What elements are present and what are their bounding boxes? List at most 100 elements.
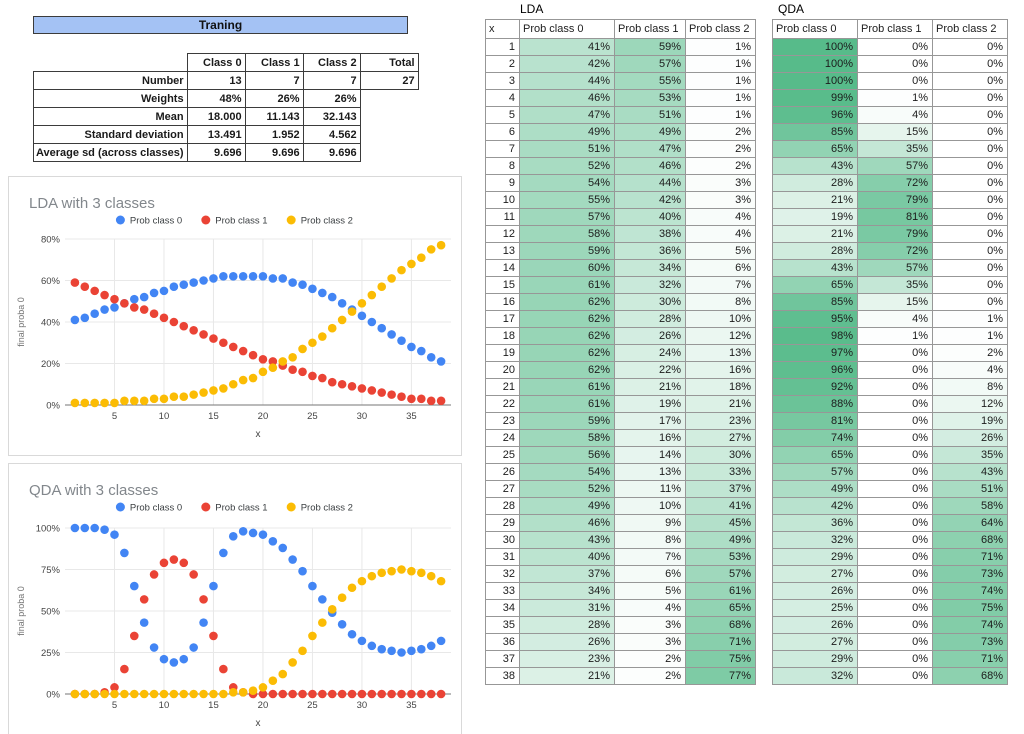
prob-cell[interactable]: 58%: [519, 225, 615, 243]
prob-cell[interactable]: 0%: [932, 55, 1008, 73]
prob-cell[interactable]: 54%: [519, 174, 615, 192]
prob-cell[interactable]: 43%: [772, 157, 858, 175]
prob-cell[interactable]: 21%: [685, 395, 756, 413]
prob-cell[interactable]: 30%: [614, 293, 686, 311]
prob-cell[interactable]: 0%: [857, 378, 933, 396]
stats-col-header[interactable]: Class 2: [302, 53, 361, 72]
prob-cell[interactable]: 0%: [857, 650, 933, 668]
prob-cell[interactable]: 21%: [614, 378, 686, 396]
prob-col-header[interactable]: Prob class 0: [519, 19, 615, 39]
prob-cell[interactable]: 60%: [519, 259, 615, 277]
prob-cell[interactable]: 68%: [932, 531, 1008, 549]
prob-cell[interactable]: 74%: [932, 616, 1008, 634]
prob-cell[interactable]: 1%: [932, 310, 1008, 328]
prob-cell[interactable]: 17%: [614, 412, 686, 430]
x-cell[interactable]: 10: [485, 191, 520, 209]
prob-cell[interactable]: 30%: [685, 446, 756, 464]
prob-cell[interactable]: 61%: [519, 395, 615, 413]
prob-cell[interactable]: 62%: [519, 344, 615, 362]
prob-cell[interactable]: 0%: [932, 225, 1008, 243]
x-cell[interactable]: 18: [485, 327, 520, 345]
prob-cell[interactable]: 10%: [685, 310, 756, 328]
x-cell[interactable]: 6: [485, 123, 520, 141]
prob-cell[interactable]: 62%: [519, 361, 615, 379]
stats-value-cell[interactable]: 7: [244, 71, 304, 90]
prob-cell[interactable]: 81%: [772, 412, 858, 430]
prob-cell[interactable]: 8%: [614, 531, 686, 549]
prob-cell[interactable]: 40%: [519, 548, 615, 566]
prob-cell[interactable]: 3%: [614, 616, 686, 634]
prob-cell[interactable]: 35%: [857, 276, 933, 294]
prob-cell[interactable]: 4%: [857, 310, 933, 328]
x-cell[interactable]: 14: [485, 259, 520, 277]
prob-cell[interactable]: 1%: [685, 106, 756, 124]
prob-cell[interactable]: 74%: [772, 429, 858, 447]
prob-cell[interactable]: 0%: [857, 412, 933, 430]
prob-cell[interactable]: 43%: [932, 463, 1008, 481]
prob-cell[interactable]: 28%: [772, 242, 858, 260]
prob-cell[interactable]: 0%: [857, 55, 933, 73]
prob-cell[interactable]: 3%: [614, 633, 686, 651]
prob-cell[interactable]: 0%: [857, 497, 933, 515]
prob-cell[interactable]: 0%: [857, 446, 933, 464]
prob-cell[interactable]: 49%: [685, 531, 756, 549]
prob-cell[interactable]: 0%: [932, 208, 1008, 226]
prob-cell[interactable]: 43%: [519, 531, 615, 549]
prob-cell[interactable]: 75%: [932, 599, 1008, 617]
prob-cell[interactable]: 27%: [685, 429, 756, 447]
prob-cell[interactable]: 0%: [857, 565, 933, 583]
prob-cell[interactable]: 58%: [519, 429, 615, 447]
prob-cell[interactable]: 96%: [772, 361, 858, 379]
prob-cell[interactable]: 15%: [857, 123, 933, 141]
prob-cell[interactable]: 32%: [772, 531, 858, 549]
x-cell[interactable]: 20: [485, 361, 520, 379]
x-cell[interactable]: 26: [485, 463, 520, 481]
prob-cell[interactable]: 2%: [614, 667, 686, 685]
prob-cell[interactable]: 12%: [932, 395, 1008, 413]
stats-value-cell[interactable]: 4.562: [302, 125, 361, 144]
stats-value-cell[interactable]: 26%: [302, 89, 361, 108]
x-cell[interactable]: 24: [485, 429, 520, 447]
prob-cell[interactable]: 46%: [519, 89, 615, 107]
prob-cell[interactable]: 3%: [685, 174, 756, 192]
prob-cell[interactable]: 19%: [932, 412, 1008, 430]
prob-cell[interactable]: 92%: [772, 378, 858, 396]
prob-cell[interactable]: 0%: [857, 361, 933, 379]
prob-col-header[interactable]: x: [485, 19, 520, 39]
prob-cell[interactable]: 42%: [519, 55, 615, 73]
prob-cell[interactable]: 4%: [685, 225, 756, 243]
prob-cell[interactable]: 59%: [519, 412, 615, 430]
stats-value-cell[interactable]: 13.491: [186, 125, 246, 144]
prob-cell[interactable]: 13%: [685, 344, 756, 362]
prob-cell[interactable]: 53%: [614, 89, 686, 107]
prob-cell[interactable]: 61%: [685, 582, 756, 600]
x-cell[interactable]: 29: [485, 514, 520, 532]
x-cell[interactable]: 30: [485, 531, 520, 549]
prob-cell[interactable]: 0%: [857, 463, 933, 481]
prob-cell[interactable]: 0%: [932, 157, 1008, 175]
prob-cell[interactable]: 0%: [857, 72, 933, 90]
prob-cell[interactable]: 65%: [772, 446, 858, 464]
stats-value-cell[interactable]: 11.143: [244, 107, 304, 126]
stats-value-cell[interactable]: 9.696: [186, 143, 246, 162]
prob-cell[interactable]: 79%: [857, 225, 933, 243]
prob-cell[interactable]: 97%: [772, 344, 858, 362]
prob-cell[interactable]: 0%: [932, 72, 1008, 90]
prob-cell[interactable]: 0%: [932, 38, 1008, 56]
x-cell[interactable]: 16: [485, 293, 520, 311]
stats-row-label[interactable]: Weights: [33, 89, 188, 108]
x-cell[interactable]: 22: [485, 395, 520, 413]
prob-cell[interactable]: 1%: [857, 89, 933, 107]
x-cell[interactable]: 17: [485, 310, 520, 328]
prob-cell[interactable]: 85%: [772, 123, 858, 141]
prob-cell[interactable]: 73%: [932, 633, 1008, 651]
prob-cell[interactable]: 21%: [772, 191, 858, 209]
prob-cell[interactable]: 51%: [932, 480, 1008, 498]
prob-cell[interactable]: 3%: [685, 191, 756, 209]
prob-cell[interactable]: 52%: [519, 157, 615, 175]
prob-cell[interactable]: 26%: [519, 633, 615, 651]
prob-cell[interactable]: 49%: [519, 123, 615, 141]
prob-cell[interactable]: 37%: [519, 565, 615, 583]
prob-cell[interactable]: 77%: [685, 667, 756, 685]
prob-cell[interactable]: 95%: [772, 310, 858, 328]
